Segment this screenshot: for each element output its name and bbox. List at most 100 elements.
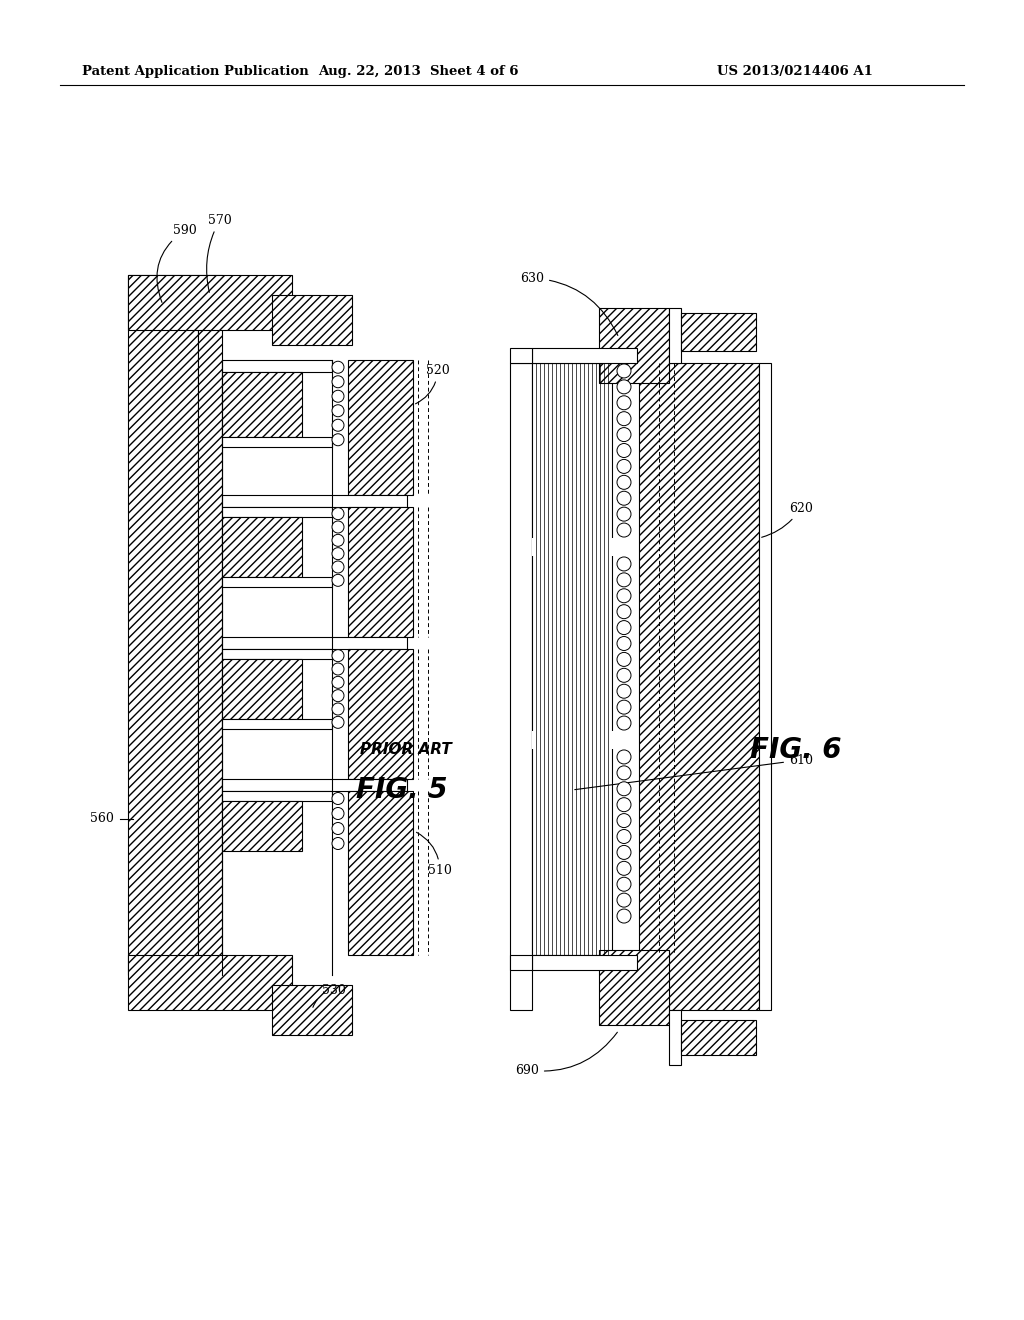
Text: Patent Application Publication: Patent Application Publication bbox=[82, 66, 309, 78]
Bar bbox=[759, 363, 771, 1010]
Circle shape bbox=[332, 362, 344, 374]
Circle shape bbox=[617, 862, 631, 875]
Bar bbox=[599, 308, 669, 383]
Bar bbox=[198, 275, 222, 975]
Circle shape bbox=[617, 573, 631, 587]
Bar bbox=[532, 954, 637, 970]
Circle shape bbox=[617, 668, 631, 682]
Text: 520: 520 bbox=[416, 363, 450, 404]
Bar bbox=[128, 954, 292, 1010]
Circle shape bbox=[332, 808, 344, 820]
Circle shape bbox=[617, 491, 631, 506]
Text: 610: 610 bbox=[574, 754, 813, 789]
Circle shape bbox=[617, 589, 631, 603]
Text: 570: 570 bbox=[207, 214, 231, 292]
Circle shape bbox=[617, 829, 631, 843]
Circle shape bbox=[332, 663, 344, 675]
Circle shape bbox=[617, 428, 631, 442]
Circle shape bbox=[617, 700, 631, 714]
Bar bbox=[128, 275, 198, 975]
Bar bbox=[669, 1010, 681, 1065]
Bar bbox=[222, 791, 332, 801]
Circle shape bbox=[332, 508, 344, 520]
Circle shape bbox=[332, 822, 344, 834]
Circle shape bbox=[617, 781, 631, 796]
Bar bbox=[222, 801, 302, 851]
Circle shape bbox=[617, 878, 631, 891]
Text: Aug. 22, 2013  Sheet 4 of 6: Aug. 22, 2013 Sheet 4 of 6 bbox=[317, 66, 518, 78]
Text: 560: 560 bbox=[90, 813, 114, 825]
Circle shape bbox=[617, 845, 631, 859]
Circle shape bbox=[332, 704, 344, 715]
Bar bbox=[222, 507, 332, 517]
Circle shape bbox=[332, 792, 344, 804]
Bar bbox=[532, 348, 637, 363]
Bar bbox=[222, 360, 332, 372]
Circle shape bbox=[617, 557, 631, 572]
Text: 590: 590 bbox=[157, 223, 197, 302]
Circle shape bbox=[332, 689, 344, 702]
Bar bbox=[222, 517, 302, 577]
Circle shape bbox=[617, 813, 631, 828]
Bar bbox=[348, 507, 413, 638]
Bar bbox=[532, 363, 612, 954]
Circle shape bbox=[617, 620, 631, 635]
Circle shape bbox=[617, 475, 631, 490]
Circle shape bbox=[617, 684, 631, 698]
Circle shape bbox=[617, 380, 631, 393]
Bar bbox=[681, 1020, 756, 1055]
Bar bbox=[510, 348, 532, 363]
Circle shape bbox=[617, 715, 631, 730]
Circle shape bbox=[332, 717, 344, 729]
Circle shape bbox=[617, 894, 631, 907]
Circle shape bbox=[332, 376, 344, 388]
Bar bbox=[222, 495, 407, 507]
Bar bbox=[510, 954, 532, 970]
Bar bbox=[222, 577, 332, 587]
Circle shape bbox=[617, 364, 631, 378]
Circle shape bbox=[617, 444, 631, 458]
Bar bbox=[272, 294, 352, 345]
Circle shape bbox=[617, 797, 631, 812]
Circle shape bbox=[332, 837, 344, 850]
Text: 620: 620 bbox=[762, 502, 813, 537]
Bar bbox=[222, 437, 332, 447]
Circle shape bbox=[617, 396, 631, 409]
Circle shape bbox=[332, 561, 344, 573]
Circle shape bbox=[617, 766, 631, 780]
Circle shape bbox=[332, 676, 344, 688]
Bar bbox=[348, 791, 413, 954]
Circle shape bbox=[332, 405, 344, 417]
Text: 690: 690 bbox=[515, 1032, 617, 1077]
Bar bbox=[348, 649, 413, 779]
Bar bbox=[639, 363, 759, 1010]
Bar bbox=[532, 731, 662, 748]
Circle shape bbox=[332, 420, 344, 432]
Text: FIG. 6: FIG. 6 bbox=[750, 737, 842, 764]
Circle shape bbox=[332, 434, 344, 446]
Circle shape bbox=[617, 412, 631, 425]
Circle shape bbox=[617, 459, 631, 474]
Bar bbox=[532, 539, 662, 556]
Circle shape bbox=[332, 649, 344, 661]
Circle shape bbox=[617, 605, 631, 619]
Bar bbox=[669, 308, 681, 363]
Circle shape bbox=[332, 535, 344, 546]
Bar bbox=[128, 275, 292, 330]
Bar bbox=[222, 649, 332, 659]
Circle shape bbox=[617, 523, 631, 537]
Bar bbox=[681, 313, 756, 351]
Text: PRIOR ART: PRIOR ART bbox=[360, 742, 452, 758]
Circle shape bbox=[617, 652, 631, 667]
Text: US 2013/0214406 A1: US 2013/0214406 A1 bbox=[717, 66, 872, 78]
Bar bbox=[272, 985, 352, 1035]
Bar bbox=[348, 360, 413, 495]
Bar bbox=[222, 659, 302, 719]
Circle shape bbox=[617, 636, 631, 651]
Bar bbox=[222, 638, 407, 649]
Text: 530: 530 bbox=[313, 983, 346, 1007]
Circle shape bbox=[617, 507, 631, 521]
Text: FIG. 5: FIG. 5 bbox=[356, 776, 447, 804]
Bar bbox=[222, 779, 407, 791]
Bar bbox=[222, 719, 332, 729]
